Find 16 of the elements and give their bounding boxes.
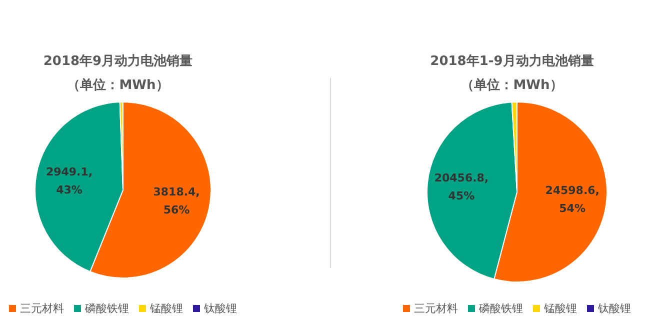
data-label: 24598.6, 54% (545, 184, 600, 216)
chart-subtitle: （单位：MWh） (66, 77, 170, 94)
legend-label: 三元材料 (20, 302, 64, 315)
legend-label: 锰酸锂 (544, 302, 577, 315)
data-label: 20456.8, 45% (434, 171, 489, 202)
legend-label: 钛酸锂 (204, 302, 237, 315)
chart-subtitle: （单位：MWh） (460, 77, 564, 94)
legend-label: 钛酸锂 (598, 302, 631, 315)
chart-title: 2018年9月动力电池销量 (42, 53, 194, 70)
legend-label: 磷酸铁锂 (479, 302, 523, 315)
data-label: 3818.4, 56% (153, 185, 200, 216)
chart-title: 2018年1-9月动力电池销量 (429, 53, 595, 70)
legend-label: 锰酸锂 (150, 302, 183, 315)
legend-label: 磷酸铁锂 (85, 302, 129, 315)
data-label: 2949.1, 43% (46, 166, 93, 197)
legend-label: 三元材料 (414, 302, 458, 315)
